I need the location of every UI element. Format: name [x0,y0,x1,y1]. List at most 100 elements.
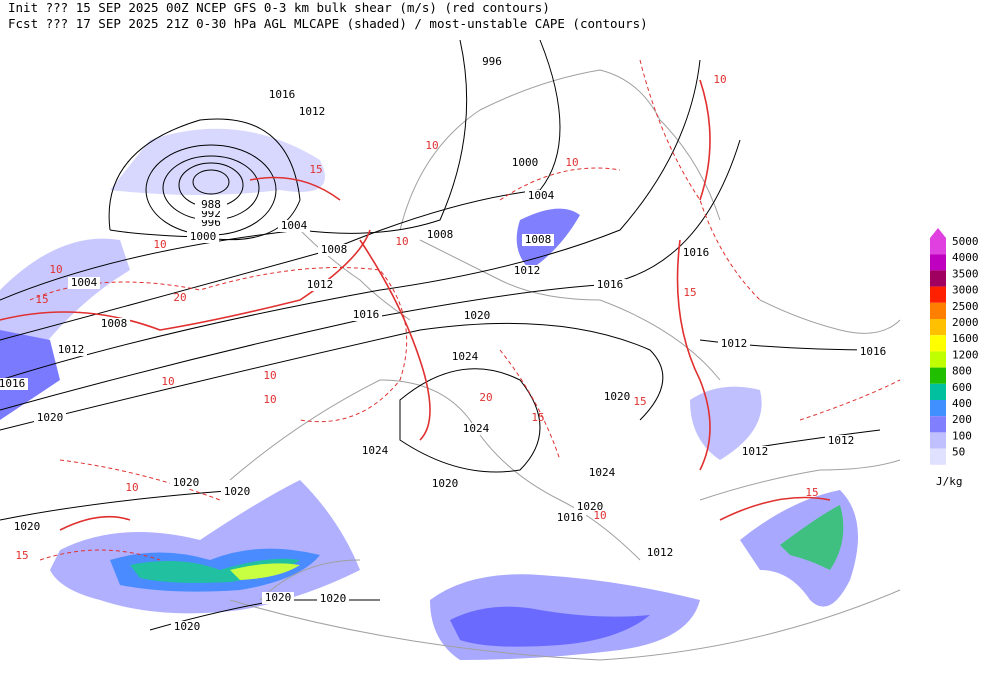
contour-labels: 1016101210009961004100810121016101610081… [0,55,889,633]
isobar-label: 1000 [190,230,217,243]
label-bg [644,547,676,559]
isobar-label: 1024 [463,422,490,435]
isobar-label: 1020 [577,500,604,513]
isobar-label: 1020 [224,485,251,498]
isobar-label: 1024 [589,466,616,479]
legend-label: 400 [952,397,972,410]
isobar-label: 1016 [0,377,25,390]
isobar-label: 1012 [647,546,674,559]
label-bg [594,279,626,291]
legend-label: 800 [952,365,972,378]
label-bg [11,521,43,533]
label-bg [170,477,202,489]
legend-swatch [930,319,946,336]
isobar-label: 1024 [452,350,479,363]
label-bg [525,190,557,202]
isobar-label: 1016 [353,308,380,321]
label-bg [317,593,349,605]
legend-label: 5000 [952,235,979,248]
coastlines [229,69,901,661]
legend-swatch [930,416,946,433]
label-bg [476,56,508,68]
isobar-label: 1020 [173,476,200,489]
shear-label: 20 [173,291,186,304]
legend-unit: J/kg [936,475,963,488]
legend-swatch [930,448,946,465]
label-bg [586,467,618,479]
label-bg [262,592,294,604]
legend-label: 50 [952,446,965,459]
label-bg [429,478,461,490]
isobar-label: 1008 [525,233,552,246]
isobar-label: 1016 [860,345,887,358]
isobar-label: 1008 [321,243,348,256]
legend-swatch [930,351,946,368]
legend-swatch [930,383,946,400]
label-bg [601,391,633,403]
isobar-label: 1012 [721,337,748,350]
isobar [108,118,301,241]
isobar [192,169,230,195]
shear-label: 10 [395,235,408,248]
isobar-label: 1020 [432,477,459,490]
isobar-label: 1020 [14,520,41,533]
isobar-label: 1020 [174,620,201,633]
label-bg [296,106,328,118]
shear-label: 10 [263,393,276,406]
isobar-label: 1004 [281,219,308,232]
isobar-label: 996 [482,55,502,68]
isobar-label: 1012 [828,434,855,447]
shear-label: 15 [683,286,696,299]
isobar-label: 1012 [58,343,85,356]
shear-label: 10 [125,481,138,494]
isobar-label: 1012 [742,445,769,458]
label-bg [554,512,586,524]
legend-swatch [930,367,946,384]
shear-contour [0,79,831,531]
shear-contours [0,59,901,561]
isobar-label: 1016 [597,278,624,291]
label-bg [522,234,554,246]
isobar-label: 1004 [528,189,555,202]
label-bg [318,244,350,256]
label-bg [221,486,253,498]
cape-area [110,128,325,195]
label-bg [460,423,492,435]
cape-area [0,330,60,420]
legend-label: 2000 [952,316,979,329]
isobar-label: 1012 [299,105,326,118]
isobar-label: 1024 [362,444,389,457]
isobar-label: 1020 [464,309,491,322]
label-bg [304,279,336,291]
isobar-label: 1016 [269,88,296,101]
legend-swatch [930,400,946,417]
isobar [0,39,561,341]
legend-label: 1200 [952,348,979,361]
shear-label: 15 [309,163,322,176]
shear-label: 10 [713,73,726,86]
isobar-label: 988 [201,198,221,211]
shear-label: 10 [425,139,438,152]
isobar-label: 1000 [512,156,539,169]
label-bg [718,338,750,350]
shear-label: 15 [633,395,646,408]
legend-swatch [930,238,946,255]
legend-label: 100 [952,429,972,442]
label-bg [187,231,219,243]
legend-label: 3500 [952,267,979,280]
label-bg [825,435,857,447]
label-bg [278,220,310,232]
shear-label: 15 [15,549,28,562]
legend-label: 200 [952,413,972,426]
cape-area [780,505,844,570]
label-bg [511,265,543,277]
legend: 5000 4000 3500 3000 2500 2000 1600 1200 800 600 40… [930,228,979,488]
cape-area [230,563,300,580]
label-bg [98,318,130,330]
shear-label: 15 [35,293,48,306]
label-bg [359,445,391,457]
label-bg [424,229,456,241]
isobar-label: 1012 [307,278,334,291]
legend-swatch [930,270,946,287]
